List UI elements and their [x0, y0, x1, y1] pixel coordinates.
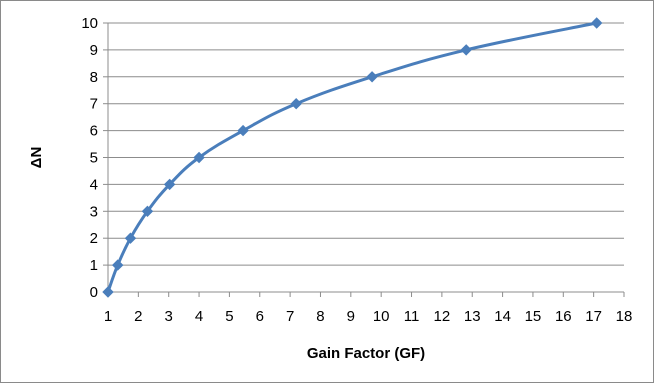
y-tick-label-2: 2 — [90, 230, 98, 247]
data-point-0 — [102, 286, 114, 298]
y-tick-label-8: 8 — [90, 69, 98, 86]
y-tick-label-1: 1 — [90, 257, 98, 274]
x-tick-label-3: 3 — [165, 308, 173, 325]
y-axis-title: ΔN — [28, 147, 45, 169]
data-point-6 — [237, 124, 249, 137]
y-tick-label-3: 3 — [90, 203, 98, 220]
data-point-7 — [290, 97, 302, 110]
x-tick-label-17: 17 — [585, 308, 602, 325]
data-point-4 — [163, 178, 176, 191]
data-point-9 — [460, 44, 472, 56]
y-tick-label-4: 4 — [90, 176, 98, 193]
x-tick-label-1: 1 — [104, 308, 112, 325]
x-tick-label-4: 4 — [195, 308, 203, 325]
x-tick-label-5: 5 — [225, 308, 233, 325]
data-point-3 — [141, 205, 154, 218]
y-tick-label-10: 10 — [81, 15, 98, 32]
y-tick-label-9: 9 — [90, 42, 98, 59]
x-tick-label-7: 7 — [286, 308, 294, 325]
y-tick-label-5: 5 — [90, 150, 98, 167]
y-tick-label-6: 6 — [90, 123, 98, 140]
y-tick-label-7: 7 — [90, 96, 98, 113]
x-axis-title: Gain Factor (GF) — [307, 345, 425, 362]
x-tick-label-13: 13 — [464, 308, 481, 325]
axes — [103, 22, 625, 297]
x-tick-label-11: 11 — [404, 308, 420, 325]
x-tick-label-10: 10 — [373, 308, 390, 325]
x-tick-label-6: 6 — [256, 308, 264, 325]
series-layer — [102, 17, 603, 298]
x-tick-label-12: 12 — [434, 308, 451, 325]
x-tick-label-16: 16 — [555, 308, 572, 325]
data-point-5 — [193, 151, 205, 164]
gridlines — [108, 22, 624, 266]
data-point-8 — [366, 71, 378, 83]
data-point-10 — [590, 17, 603, 29]
x-tick-label-9: 9 — [347, 308, 355, 325]
y-tick-label-0: 0 — [90, 284, 98, 301]
series-line-0 — [106, 21, 597, 293]
x-tick-label-8: 8 — [316, 308, 324, 325]
x-tick-label-18: 18 — [616, 308, 633, 325]
x-tick-label-15: 15 — [525, 308, 542, 325]
data-point-2 — [124, 232, 137, 244]
x-tick-label-2: 2 — [134, 308, 142, 325]
data-point-1 — [112, 259, 124, 271]
x-tick-label-14: 14 — [494, 308, 511, 325]
